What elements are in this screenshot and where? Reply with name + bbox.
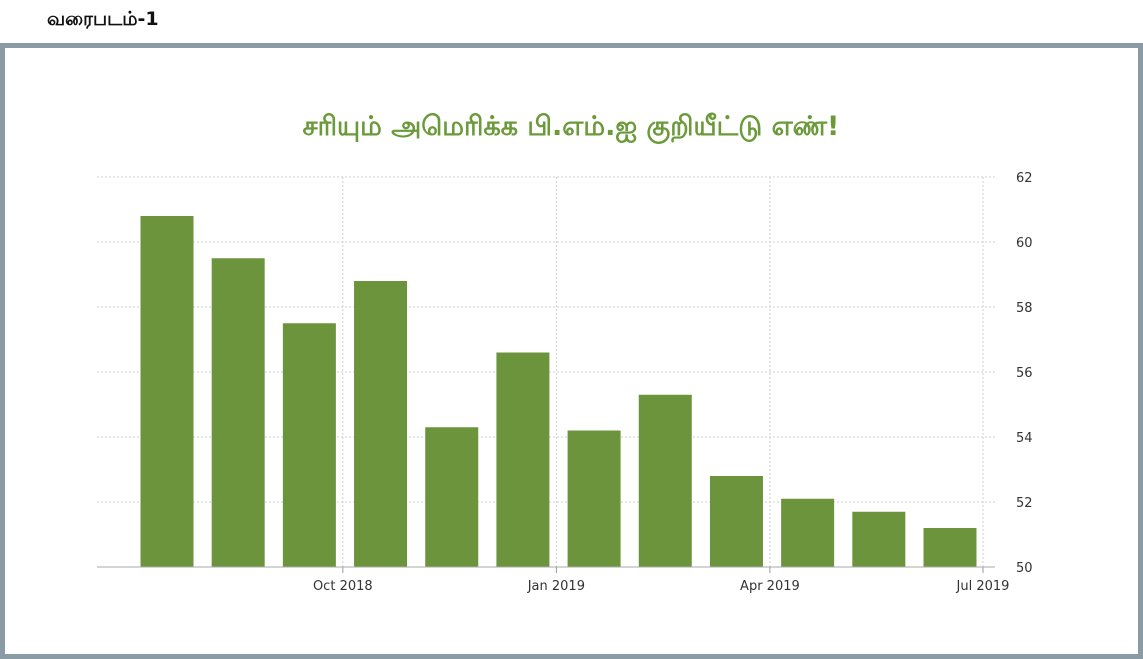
bar — [567, 430, 621, 567]
bar — [425, 427, 479, 567]
x-tick-label: Apr 2019 — [740, 579, 800, 594]
y-tick-label: 62 — [1016, 171, 1033, 186]
chart-title: சரியும் அமெரிக்க பி.எம்.ஐ குறியீட்டு எண்… — [303, 111, 840, 144]
y-tick-label: 52 — [1016, 496, 1033, 511]
bar — [638, 394, 692, 567]
bar — [923, 528, 977, 567]
y-tick-label: 50 — [1016, 561, 1033, 576]
bar — [211, 258, 265, 567]
bar — [852, 511, 906, 567]
bar — [709, 476, 763, 567]
y-tick-label: 54 — [1016, 431, 1033, 446]
x-tick-label: Oct 2018 — [313, 579, 373, 594]
y-tick-label: 56 — [1016, 366, 1033, 381]
bar — [496, 352, 550, 567]
bar — [781, 498, 835, 567]
bar — [140, 216, 194, 567]
chart-frame: சரியும் அமெரிக்க பி.எம்.ஐ குறியீட்டு எண்… — [0, 43, 1143, 659]
figure-label: வரைபடம்-1 — [47, 8, 159, 30]
x-tick-label: Jan 2019 — [527, 579, 585, 594]
bar — [282, 323, 336, 567]
bars — [140, 216, 977, 567]
bar — [354, 281, 408, 567]
x-tick-label: Jul 2019 — [956, 579, 1010, 594]
axes: 50 52 54 56 58 60 62 Oct 2018 Jan 2019 Apr 2019 Ju… — [97, 171, 1033, 594]
chart: சரியும் அமெரிக்க பி.எம்.ஐ குறியீட்டு எண்… — [97, 111, 1033, 594]
y-tick-label: 58 — [1016, 301, 1033, 316]
y-tick-label: 60 — [1016, 236, 1033, 251]
